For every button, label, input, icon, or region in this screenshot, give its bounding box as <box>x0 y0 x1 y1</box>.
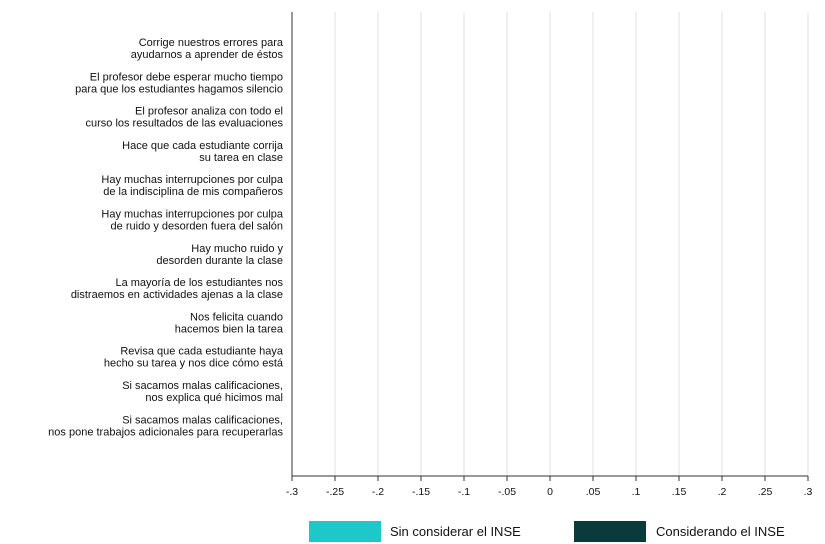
category-label: Nos felicita cuando <box>190 311 283 323</box>
category-label: hecho su tarea y nos dice cómo está <box>104 358 284 370</box>
category-label: desorden durante la clase <box>156 255 283 267</box>
category-label: Revisa que cada estudiante haya <box>120 346 284 358</box>
category-label: para que los estudiantes hagamos silenci… <box>75 83 283 95</box>
category-label: hacemos bien la tarea <box>175 323 284 335</box>
x-tick-label: -.2 <box>372 486 384 498</box>
x-tick-label: -.15 <box>412 486 430 498</box>
x-tick-label: 0 <box>547 486 553 498</box>
category-label: Hace que cada estudiante corrija <box>122 140 284 152</box>
x-ticks: -.3 -.25 -.2 -.15 -.1 -.05 0 .05 .1 .15 .2 .25 .3 <box>286 476 813 498</box>
x-tick-label: .15 <box>672 486 687 498</box>
x-tick-label: .2 <box>718 486 727 498</box>
x-tick-label: .25 <box>758 486 773 498</box>
x-tick-label: -.25 <box>326 486 344 498</box>
category-label: de la indisciplina de mis compañeros <box>103 186 283 198</box>
legend-swatch <box>309 521 381 542</box>
x-tick-label: -.3 <box>286 486 298 498</box>
grid-lines <box>334 12 809 476</box>
legend-swatch <box>574 521 646 542</box>
category-label: de ruido y desorden fuera del salón <box>111 221 283 233</box>
category-label: Hay mucho ruido y <box>191 243 283 255</box>
category-label: Corrige nuestros errores para <box>139 37 284 49</box>
category-label: Hay muchas interrupciones por culpa <box>101 209 283 221</box>
category-label: ayudarnos a aprender de éstos <box>131 49 284 61</box>
x-tick-label: -.1 <box>458 486 470 498</box>
x-tick-label: .05 <box>586 486 601 498</box>
category-label: Si sacamos malas calificaciones, <box>122 380 283 392</box>
legend: Sin considerar el INSE Considerando el IN… <box>309 521 785 542</box>
legend-label: Sin considerar el INSE <box>390 524 521 539</box>
category-label: curso los resultados de las evaluaciones <box>85 118 283 130</box>
x-tick-label: .1 <box>632 486 641 498</box>
category-label: nos pone trabajos adicionales para recup… <box>48 426 283 438</box>
category-label: Hay muchas interrupciones por culpa <box>101 174 283 186</box>
x-tick-label: -.05 <box>498 486 516 498</box>
category-label: Si sacamos malas calificaciones, <box>122 414 283 426</box>
category-label: distraemos en actividades ajenas a la cl… <box>71 289 283 301</box>
category-label: su tarea en clase <box>199 152 283 164</box>
category-label: nos explica qué hicimos mal <box>145 392 283 404</box>
category-label: La mayoría de los estudiantes nos <box>115 277 283 289</box>
category-label: El profesor analiza con todo el <box>135 106 283 118</box>
x-tick-label: .3 <box>804 486 813 498</box>
legend-label: Considerando el INSE <box>656 524 785 539</box>
category-label: El profesor debe esperar mucho tiempo <box>90 71 283 83</box>
